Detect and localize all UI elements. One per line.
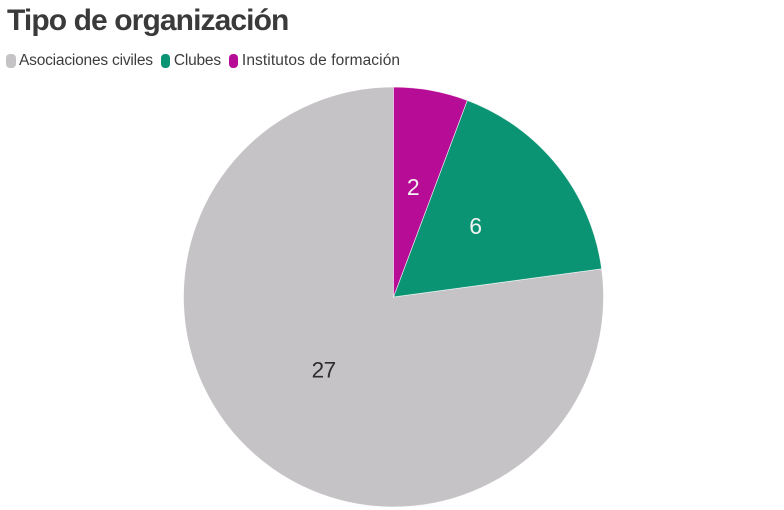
svg-text:2: 2 <box>407 174 420 200</box>
svg-text:6: 6 <box>469 213 482 239</box>
svg-text:27: 27 <box>312 358 336 383</box>
